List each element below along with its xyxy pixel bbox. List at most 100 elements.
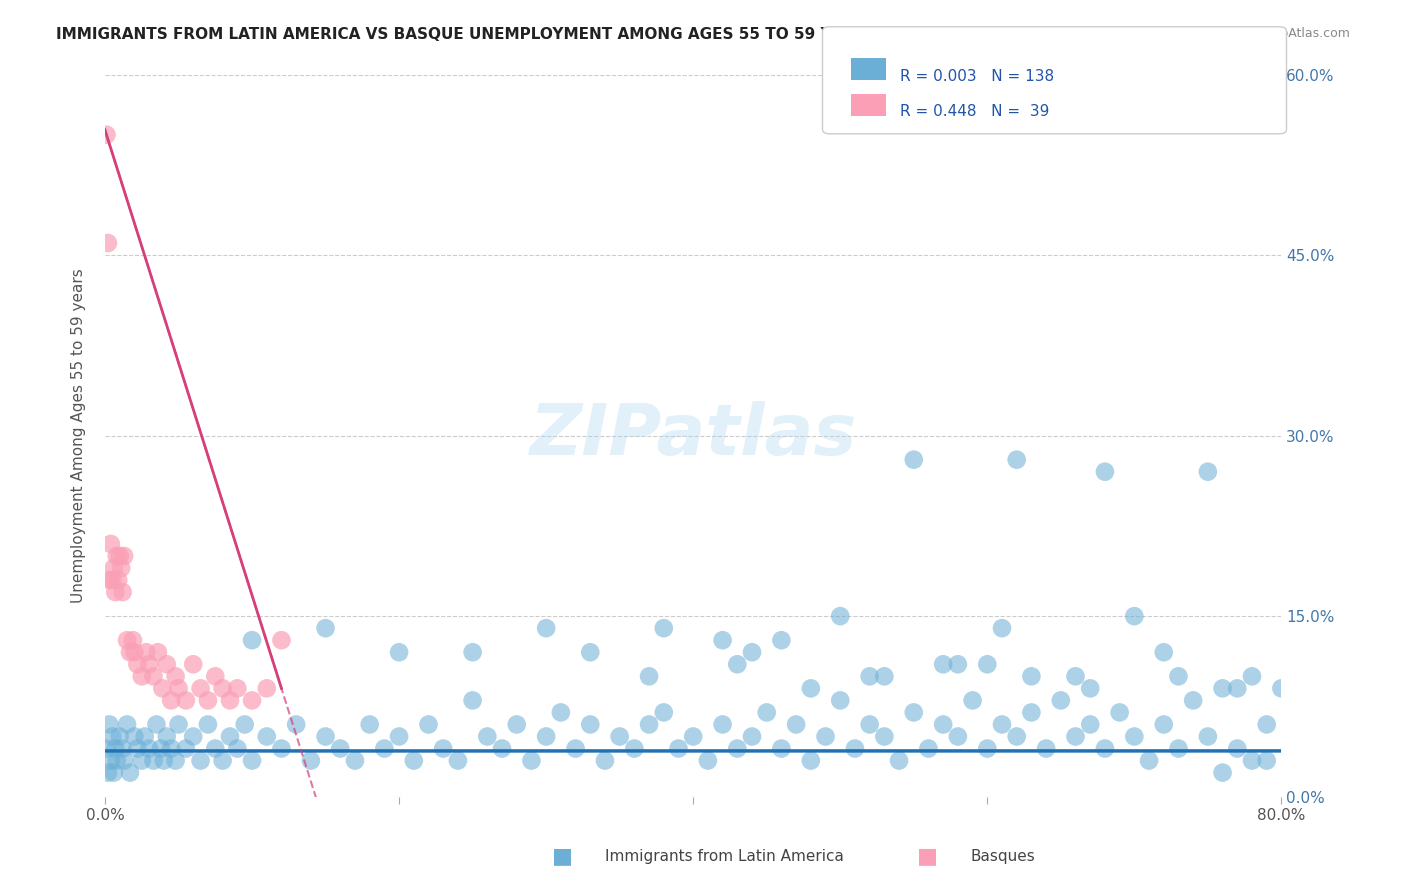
- Point: [623, 741, 645, 756]
- Point: [534, 730, 557, 744]
- Point: [1167, 669, 1189, 683]
- Point: [1021, 706, 1043, 720]
- Point: [770, 741, 793, 756]
- Point: [127, 657, 149, 672]
- Point: [165, 669, 187, 683]
- Text: Immigrants from Latin America: Immigrants from Latin America: [605, 849, 844, 863]
- Point: [477, 730, 499, 744]
- Point: [1226, 741, 1249, 756]
- Point: [800, 681, 823, 696]
- Point: [104, 741, 127, 756]
- Point: [917, 741, 939, 756]
- Point: [830, 693, 852, 707]
- Point: [219, 730, 242, 744]
- Point: [1123, 609, 1146, 624]
- Point: [1094, 465, 1116, 479]
- Point: [256, 681, 278, 696]
- Point: [299, 754, 322, 768]
- Point: [755, 706, 778, 720]
- Point: [138, 741, 160, 756]
- Point: [111, 585, 134, 599]
- Point: [233, 717, 256, 731]
- Point: [373, 741, 395, 756]
- Point: [122, 633, 145, 648]
- Text: R = 0.448   N =  39: R = 0.448 N = 39: [900, 104, 1049, 120]
- Point: [135, 645, 157, 659]
- Point: [638, 717, 661, 731]
- Point: [830, 609, 852, 624]
- Point: [976, 741, 998, 756]
- Point: [174, 693, 197, 707]
- Point: [100, 537, 122, 551]
- Text: ZIPatlas: ZIPatlas: [530, 401, 856, 470]
- Point: [1064, 669, 1087, 683]
- Point: [315, 730, 337, 744]
- Point: [859, 717, 882, 731]
- Point: [873, 730, 896, 744]
- Point: [167, 681, 190, 696]
- Point: [118, 645, 141, 659]
- Point: [270, 741, 292, 756]
- Point: [903, 706, 925, 720]
- Point: [1005, 452, 1028, 467]
- Text: ■: ■: [918, 847, 938, 866]
- Point: [96, 741, 118, 756]
- Point: [1182, 693, 1205, 707]
- Point: [1078, 681, 1101, 696]
- Point: [682, 730, 704, 744]
- Point: [315, 621, 337, 635]
- Point: [285, 717, 308, 731]
- Point: [1153, 717, 1175, 731]
- Point: [461, 693, 484, 707]
- Point: [240, 693, 263, 707]
- Point: [1197, 465, 1219, 479]
- Point: [110, 561, 132, 575]
- Point: [652, 621, 675, 635]
- Point: [418, 717, 440, 731]
- Point: [108, 730, 131, 744]
- Point: [725, 657, 748, 672]
- Point: [107, 573, 129, 587]
- Point: [1240, 754, 1263, 768]
- Point: [1270, 681, 1292, 696]
- Text: R = 0.003   N = 138: R = 0.003 N = 138: [900, 69, 1054, 84]
- Text: IMMIGRANTS FROM LATIN AMERICA VS BASQUE UNEMPLOYMENT AMONG AGES 55 TO 59 YEARS C: IMMIGRANTS FROM LATIN AMERICA VS BASQUE …: [56, 27, 1064, 42]
- Point: [98, 717, 121, 731]
- Point: [204, 741, 226, 756]
- Point: [1240, 669, 1263, 683]
- Point: [564, 741, 586, 756]
- Point: [506, 717, 529, 731]
- Point: [932, 657, 955, 672]
- Point: [579, 645, 602, 659]
- Point: [104, 585, 127, 599]
- Point: [105, 754, 128, 768]
- Point: [696, 754, 718, 768]
- Point: [1108, 706, 1130, 720]
- Point: [844, 741, 866, 756]
- Point: [932, 717, 955, 731]
- Point: [359, 717, 381, 731]
- Point: [1137, 754, 1160, 768]
- Point: [1005, 730, 1028, 744]
- Point: [165, 754, 187, 768]
- Point: [138, 657, 160, 672]
- Point: [1256, 717, 1278, 731]
- Point: [127, 741, 149, 756]
- Point: [146, 645, 169, 659]
- Point: [112, 549, 135, 563]
- Point: [190, 754, 212, 768]
- Point: [1226, 681, 1249, 696]
- Point: [124, 730, 146, 744]
- Point: [329, 741, 352, 756]
- Point: [105, 549, 128, 563]
- Point: [100, 754, 122, 768]
- Point: [725, 741, 748, 756]
- Point: [388, 645, 411, 659]
- Point: [103, 561, 125, 575]
- Point: [142, 754, 165, 768]
- Point: [388, 730, 411, 744]
- Point: [785, 717, 807, 731]
- Point: [402, 754, 425, 768]
- Point: [579, 717, 602, 731]
- Point: [142, 669, 165, 683]
